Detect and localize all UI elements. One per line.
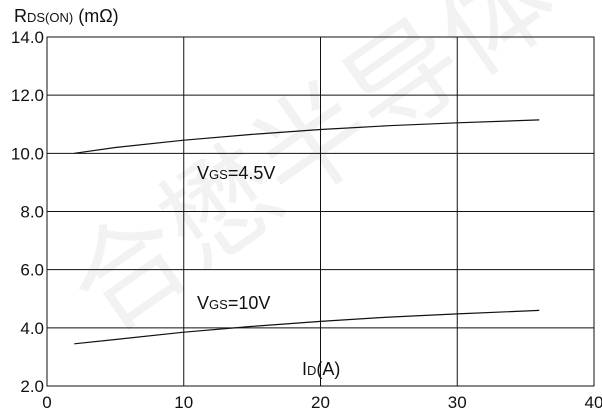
y-tick-labels: 2.0 4.0 6.0 8.0 10.0 12.0 14.0 bbox=[11, 28, 44, 396]
y-tick-label: 6.0 bbox=[20, 261, 44, 280]
y-tick-label: 12.0 bbox=[11, 86, 44, 105]
series-label-vgs-4.5v: VGS=4.5V bbox=[197, 163, 275, 183]
y-axis-label: RDS(ON) (mΩ) bbox=[14, 6, 119, 26]
series-label-vgs-10v: VGS=10V bbox=[197, 293, 270, 313]
x-tick-label: 20 bbox=[311, 393, 330, 412]
y-tick-label: 4.0 bbox=[20, 319, 44, 338]
x-tick-labels: 0 10 20 30 40 bbox=[42, 393, 602, 412]
series-line-0 bbox=[74, 119, 540, 154]
y-tick-label: 10.0 bbox=[11, 144, 44, 163]
x-tick-label: 0 bbox=[42, 393, 51, 412]
plot-frame bbox=[46, 36, 595, 387]
y-tick-label: 14.0 bbox=[11, 28, 44, 47]
x-axis-label: ID(A) bbox=[302, 359, 340, 379]
series-lines bbox=[74, 119, 540, 345]
y-tick-label: 8.0 bbox=[20, 203, 44, 222]
watermark: 合懋半导体 bbox=[47, 0, 580, 358]
x-tick-label: 30 bbox=[448, 393, 467, 412]
x-tick-label: 10 bbox=[174, 393, 193, 412]
y-tick-label: 2.0 bbox=[20, 377, 44, 396]
series-line-1 bbox=[74, 309, 540, 345]
x-tick-label: 40 bbox=[585, 393, 602, 412]
